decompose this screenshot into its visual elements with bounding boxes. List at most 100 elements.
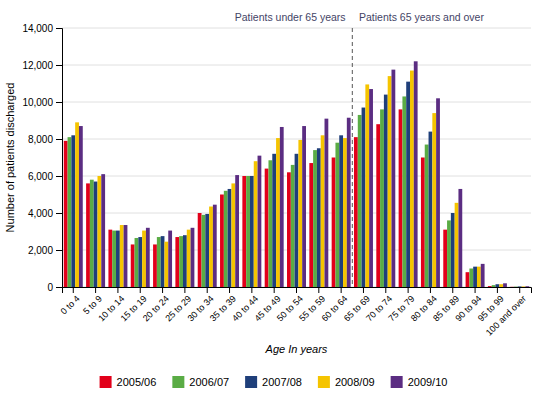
x-tick-mark: [207, 287, 208, 293]
bar: [86, 183, 90, 287]
bar: [347, 118, 351, 287]
x-tick-mark: [497, 287, 498, 293]
x-tick-mark: [184, 287, 185, 293]
bar: [64, 141, 68, 287]
legend-label: 2009/10: [408, 376, 448, 388]
grid-line: [62, 102, 531, 103]
bar: [209, 207, 213, 287]
bar: [71, 135, 75, 287]
y-tick: 14,000: [22, 23, 62, 34]
legend-label: 2008/09: [335, 376, 375, 388]
bar: [135, 238, 139, 287]
bar: [142, 231, 146, 287]
bar: [313, 150, 317, 287]
bar: [362, 108, 366, 287]
bar: [447, 220, 451, 287]
x-tick-mark: [296, 287, 297, 293]
y-tick: 8,000: [28, 134, 62, 145]
bar: [276, 138, 280, 287]
y-tick-label: 8,000: [28, 134, 53, 145]
legend-label: 2006/07: [189, 376, 229, 388]
bar: [309, 163, 313, 287]
bar: [496, 284, 500, 287]
bar: [399, 109, 403, 287]
bar: [75, 122, 79, 287]
x-tick-mark: [140, 287, 141, 293]
legend-swatch: [318, 376, 330, 388]
bar: [79, 126, 83, 287]
bar: [466, 272, 470, 287]
bar: [242, 176, 246, 287]
bar: [384, 95, 388, 287]
x-tick-mark: [475, 287, 476, 293]
bar: [235, 175, 239, 287]
bar: [436, 98, 440, 287]
bar: [108, 230, 112, 287]
annotation: Patients under 65 years: [235, 11, 346, 23]
divider: [352, 28, 353, 287]
grid: [62, 28, 531, 287]
x-tick-mark: [251, 287, 252, 293]
x-tick-mark: [229, 287, 230, 293]
bar-series: [75, 71, 525, 287]
x-axis-title: Age In years: [265, 343, 328, 355]
legend: 2005/062006/072007/082008/092009/10: [100, 376, 448, 388]
x-tick-mark: [95, 287, 96, 293]
bar: [477, 267, 481, 287]
grid-line: [62, 65, 531, 66]
bar: [90, 180, 94, 287]
bar: [68, 137, 72, 287]
bar: [335, 143, 339, 287]
y-tick-label: 12,000: [22, 60, 53, 71]
y-tick-mark: [56, 28, 62, 29]
bar: [492, 285, 496, 287]
bar-series: [64, 109, 514, 287]
bar: [376, 124, 380, 287]
x-tick-mark: [385, 287, 386, 293]
annotation: Patients 65 years and over: [359, 11, 484, 23]
bar: [246, 176, 250, 287]
grid-line: [62, 28, 531, 29]
x-tick: 100 and over: [484, 287, 528, 338]
bar: [231, 183, 235, 287]
bar: [228, 189, 232, 287]
x-tick-mark: [408, 287, 409, 293]
bar: [94, 182, 98, 287]
bar: [488, 286, 492, 287]
bar: [414, 61, 418, 287]
legend-swatch: [100, 376, 112, 388]
bar: [302, 126, 306, 287]
bar: [365, 84, 369, 287]
y-tick-label: 4,000: [28, 208, 53, 219]
bar: [116, 231, 120, 287]
bar: [503, 283, 507, 287]
bar: [406, 82, 410, 287]
legend-item: 2008/09: [318, 376, 375, 388]
bar: [388, 76, 392, 287]
x-tick-label: 0 to 4: [59, 293, 82, 316]
y-tick-mark: [56, 102, 62, 103]
bar: [410, 71, 414, 287]
legend-item: 2007/08: [245, 376, 302, 388]
bar: [183, 235, 187, 287]
y-tick: 12,000: [22, 60, 62, 71]
bar: [325, 119, 329, 287]
bar: [213, 205, 217, 287]
bar: [179, 236, 183, 287]
bar: [191, 228, 195, 287]
bar: [510, 286, 514, 287]
bar: [164, 242, 168, 287]
y-tick-mark: [56, 287, 62, 288]
bar: [268, 160, 272, 287]
x-tick-mark: [73, 287, 74, 293]
bar-series: [71, 82, 521, 287]
bar: [499, 284, 503, 287]
bar: [343, 138, 347, 287]
bar: [254, 161, 258, 287]
y-tick: 0: [47, 282, 62, 293]
legend-item: 2009/10: [391, 376, 448, 388]
bar: [298, 140, 302, 287]
legend-swatch: [391, 376, 403, 388]
bar: [514, 286, 518, 287]
bar: [391, 70, 395, 287]
